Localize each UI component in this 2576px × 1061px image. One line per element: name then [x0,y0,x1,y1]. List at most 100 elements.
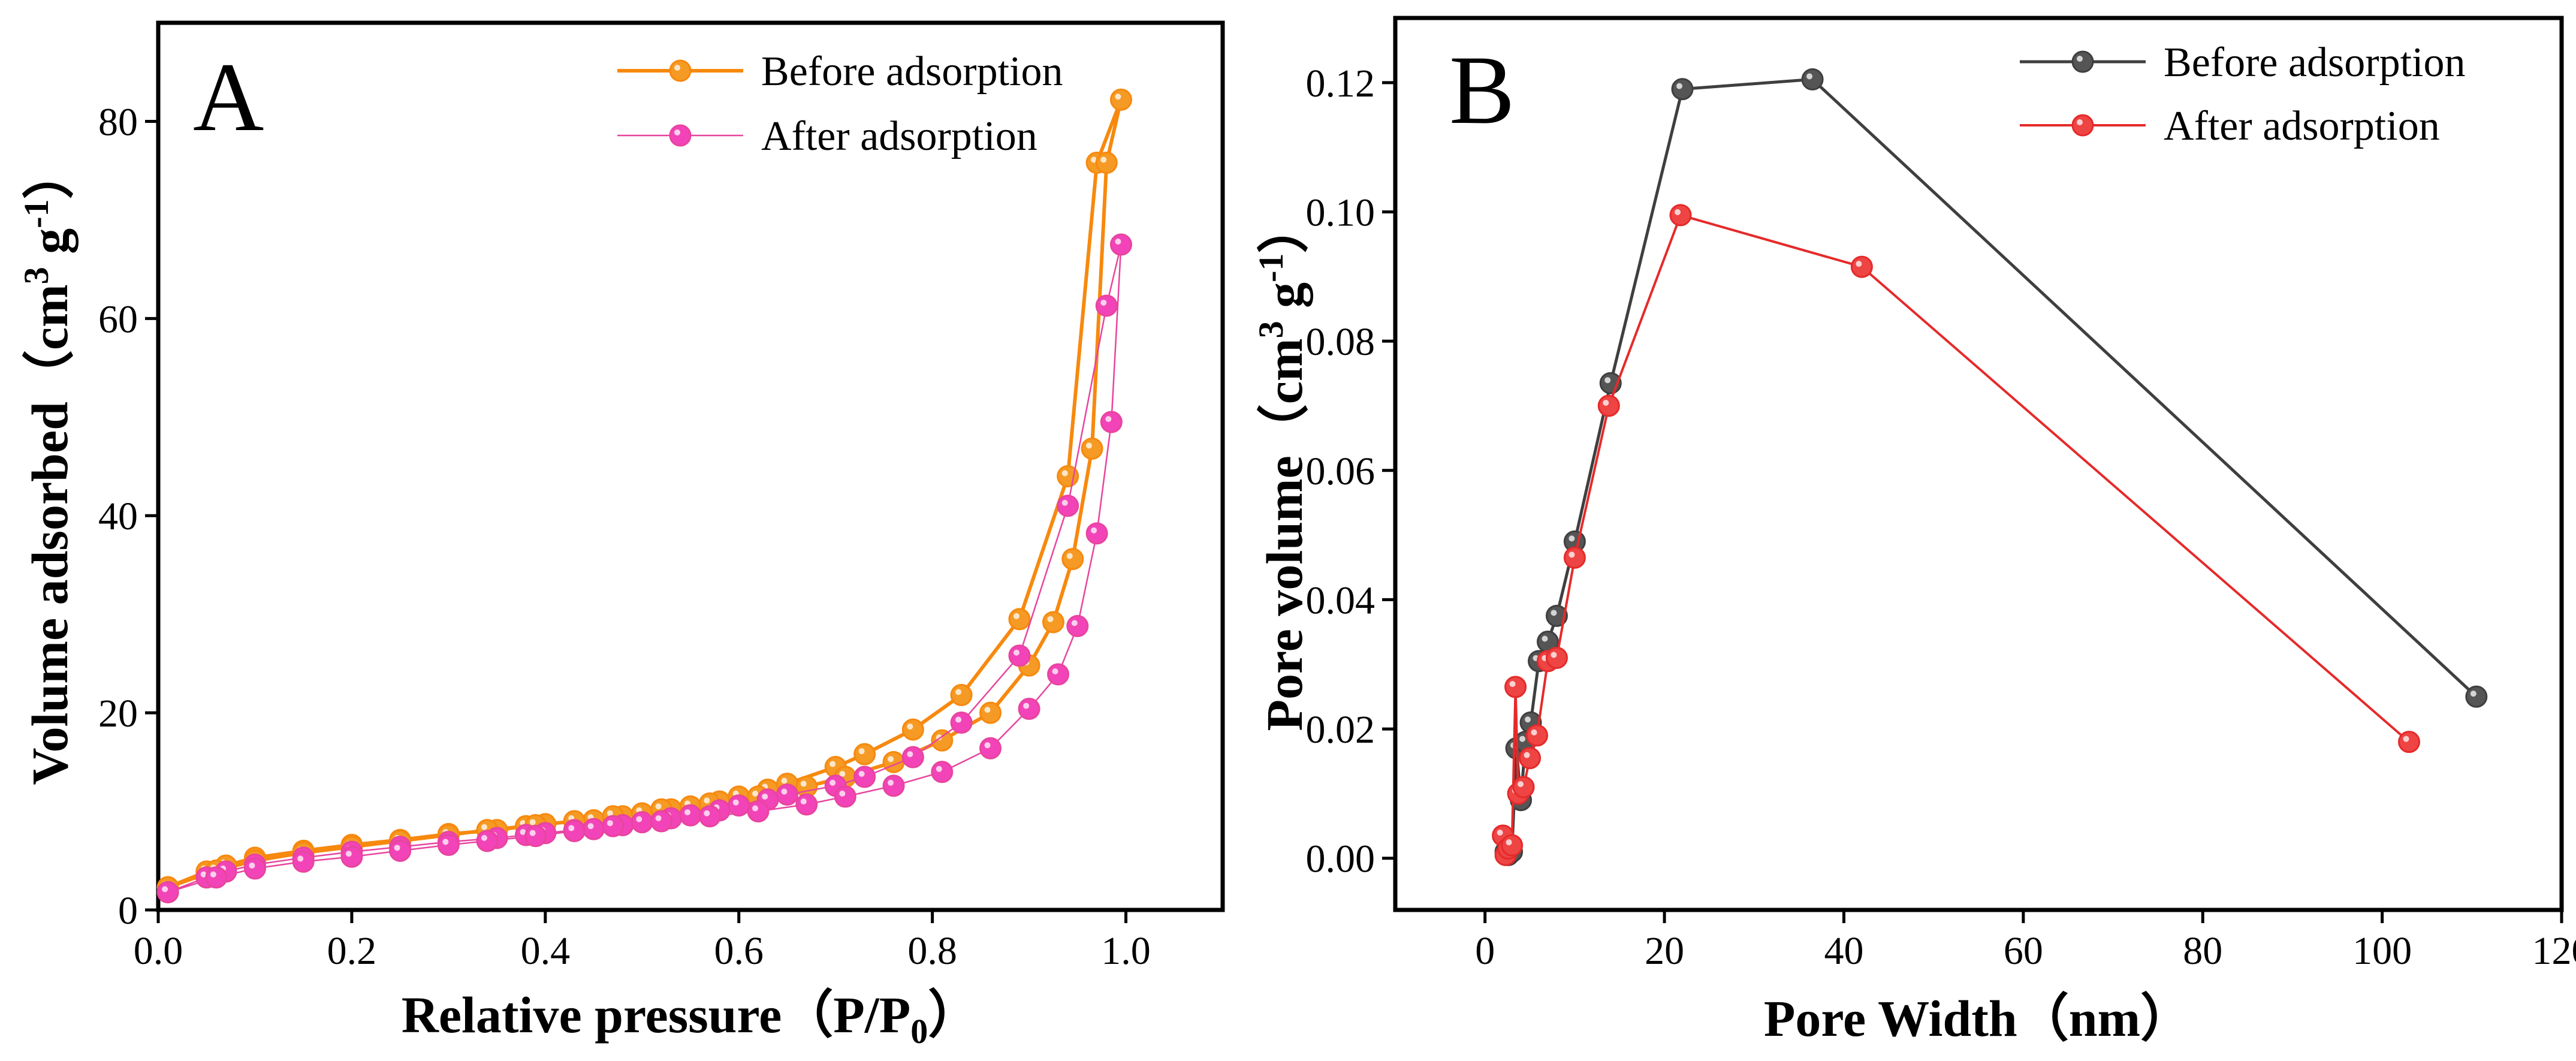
chart-b-data-point-highlight [1856,261,1862,267]
chart-b-series-line-1 [1504,77,2478,857]
chart-b-data-point [1526,724,1549,747]
chart-a-data-point-highlight [520,829,526,836]
chart-a-data-point [292,850,315,873]
chart-b-series [1492,68,2488,866]
chart-b-data-point [1850,255,1873,278]
chart-b-data-point [1669,204,1692,227]
chart-b-data-point-highlight [1675,209,1681,215]
chart-a-data-point-highlight [568,825,575,831]
chart-a-data-point-highlight [1047,616,1054,622]
chart-a-x-axis-title: Relative pressure（P/P0） [402,986,980,1051]
chart-a-data-point [389,839,412,862]
chart-a-data-point [853,765,876,788]
chart-a-data-point-highlight [829,761,836,767]
chart-a-data-point-highlight [442,839,449,845]
chart-a-data-point [1008,644,1031,667]
chart-a-x-tick-label: 0.0 [134,929,183,973]
chart-a: A 0.0 0.2 0.4 0.6 0.8 1.0 0 20 40 60 80 Before ad… [17,20,1225,1051]
chart-a-data-point-highlight [394,845,400,851]
chart-a-data-point-highlight [684,809,690,816]
chart-b-data-point [1801,68,1824,91]
legend-label-1: Before adsorption [761,49,1063,95]
chart-a-data-point [979,737,1002,759]
chart-a-data-point-highlight [888,779,894,786]
chart-a-data-point-highlight [955,689,962,695]
chart-a-data-point [631,811,653,834]
chart-b-data-point-highlight [1531,729,1537,736]
chart-a-x-tick-label: 0.8 [907,929,957,973]
chart-a-data-point-highlight [888,756,894,762]
chart-b-data-point-highlight [1806,73,1813,80]
chart-a-data-point-highlight [1115,94,1121,100]
chart-a-x-tick-label: 0.6 [714,929,764,973]
chart-a-data-point [1100,411,1123,433]
chart-a-data-point-highlight [1061,499,1068,506]
legend-marker-highlight-2 [674,129,680,135]
chart-a-series-line-1 [167,98,1123,890]
chart-a-data-point-highlight [1023,703,1030,709]
chart-a-data-point [776,783,798,806]
chart-a-data-point [950,712,973,734]
legend-marker-highlight-1 [2077,56,2083,62]
chart-a-data-point [882,774,905,797]
chart-b-data-point-highlight [1542,635,1548,642]
chart-a-y-axis: 0 20 40 60 80 [98,100,158,933]
chart-b-y-tick-label: 0.06 [1306,450,1376,493]
chart-a-x-tick-label: 0.4 [521,929,571,973]
chart-a-data-point [679,804,702,827]
chart-b-x-tick-label: 0 [1475,929,1495,973]
chart-a-data-point-highlight [1052,668,1058,674]
chart-a-data-point-highlight [481,824,487,830]
chart-a-data-point-highlight [1061,470,1068,477]
chart-a-data-point [728,794,750,817]
chart-a-data-point-highlight [1091,156,1097,163]
legend-marker-highlight-2 [2077,119,2083,125]
chart-a-data-point-highlight [607,810,613,816]
legend-label-1: Before adsorption [2164,40,2465,86]
chart-b-x-tick-label: 80 [2183,929,2222,973]
chart-a-x-tick-label: 0.2 [327,929,377,973]
chart-a-frame [156,20,1225,912]
chart-a-data-point-highlight [1066,553,1073,559]
chart-a-data-point-highlight [655,803,662,810]
chart-a-data-point-highlight [636,816,643,822]
chart-b-y-tick-label: 0.12 [1306,62,1376,106]
chart-a-data-point-highlight [297,855,304,862]
chart-a-data-point-highlight [1100,156,1107,163]
chart-a-data-point [156,881,179,903]
chart-a-y-axis-title: Volume adsorbed（cm3 g-1） [17,147,79,785]
chart-a-data-point [1047,663,1070,686]
chart-b-data-point-highlight [1568,535,1575,542]
chart-a-series [156,88,1132,903]
chart-b-y-axis: 0.00 0.02 0.04 0.06 0.08 0.10 0.12 [1306,62,1395,881]
chart-a-data-point [1109,88,1132,111]
chart-b-y-tick-label: 0.04 [1306,578,1376,622]
chart-a-data-point-highlight [936,765,942,772]
chart-a-data-point-highlight [1091,527,1097,533]
chart-b-data-point-highlight [1551,610,1557,616]
chart-a-data-point-highlight [781,777,788,784]
chart-b-data-point [1671,78,1694,101]
chart-a-data-point-highlight [907,724,913,730]
chart-b-data-point [1504,676,1527,698]
chart-a-data-point [243,857,266,880]
chart-a-data-point-highlight [955,716,962,723]
chart-b-x-tick-label: 20 [1645,929,1684,973]
chart-a-data-point-highlight [839,771,846,777]
chart-a-data-point [437,833,460,856]
chart-a-data-point-highlight [529,819,536,825]
chart-a-data-point [524,825,547,848]
chart-a-data-point [950,684,973,707]
chart-a-data-point-highlight [762,793,768,800]
legend-label-2: After adsorption [761,113,1037,159]
chart-b-data-point-highlight [1524,752,1530,758]
chart-b-data-point [1545,646,1568,669]
chart-a-y-tick-label: 20 [98,692,138,736]
chart-b-data-point-highlight [1604,377,1611,384]
chart-a-data-point-highlight [481,834,487,841]
chart-a-data-point [205,866,228,889]
chart-a-data-point-highlight [752,790,759,797]
chart-a-data-point-highlight [704,797,710,804]
chart-a-data-point-highlight [249,862,255,869]
